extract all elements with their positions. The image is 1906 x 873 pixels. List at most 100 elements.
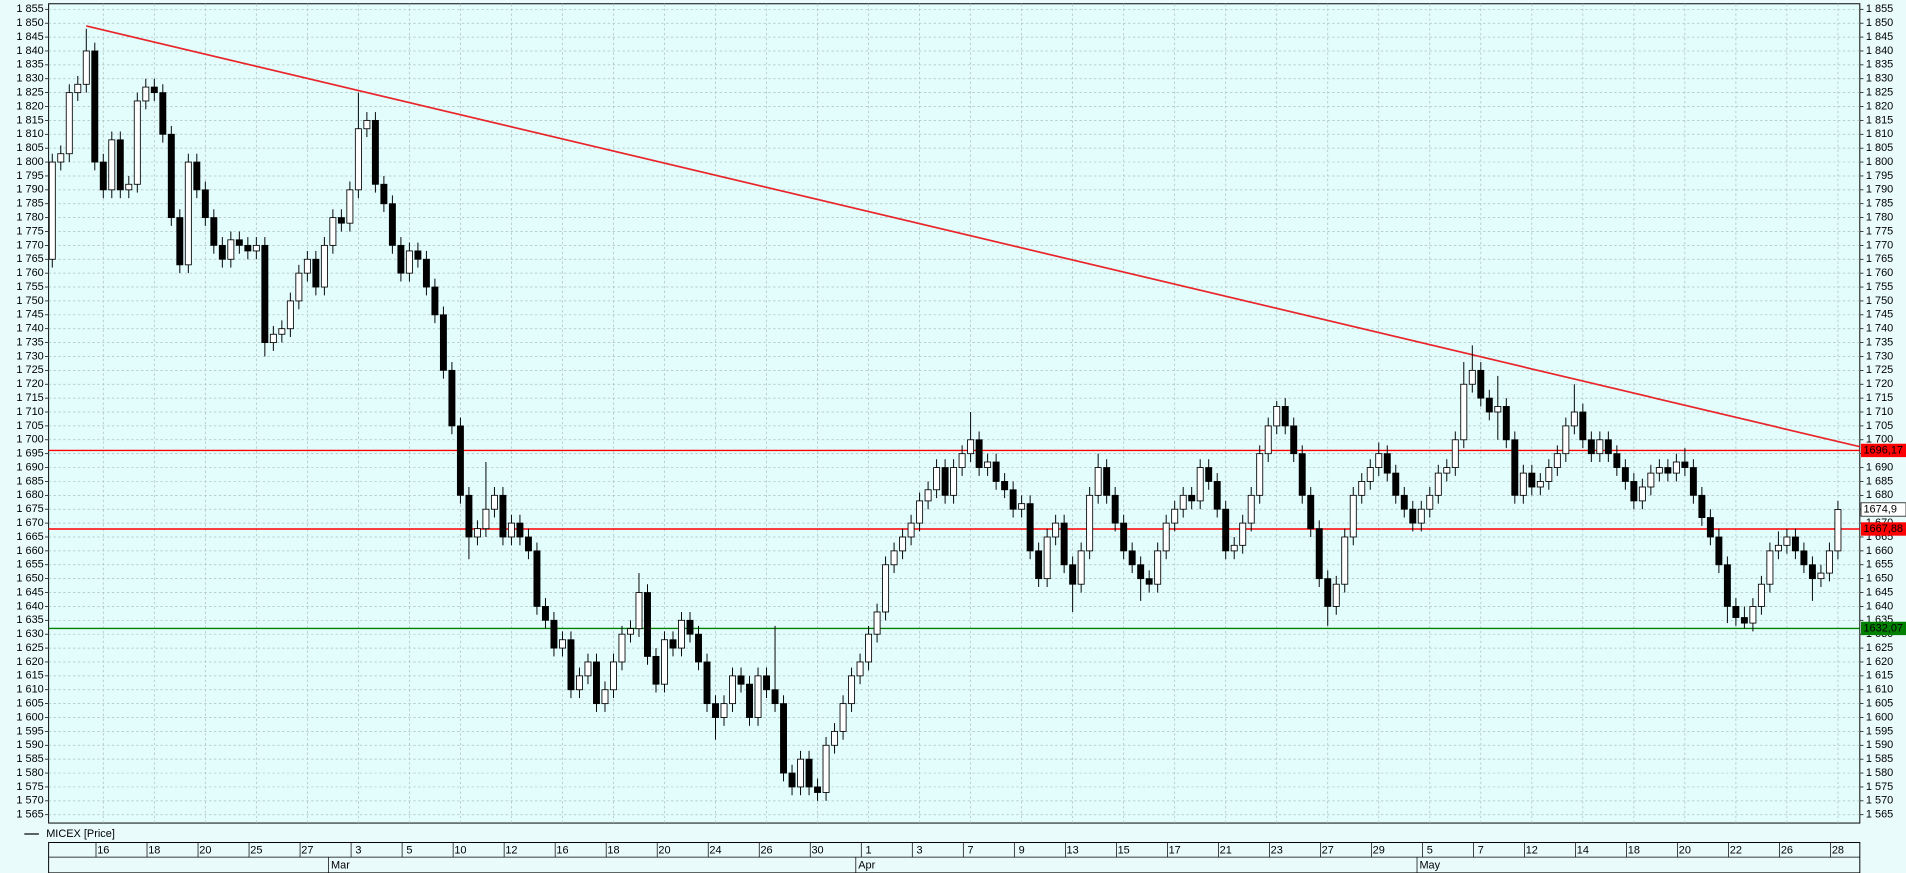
y-tick-label-right: 1 565: [1866, 809, 1893, 821]
candle-body: [712, 703, 719, 718]
candle-body: [941, 467, 949, 496]
candle-body: [244, 244, 252, 252]
candle-body: [1706, 517, 1714, 538]
y-tick-label-right: 1 785: [1866, 198, 1893, 210]
candle-body: [805, 758, 813, 788]
candle-body: [490, 494, 498, 510]
x-tick-label: 27: [1322, 844, 1334, 856]
x-tick-label: 23: [1271, 844, 1283, 856]
candle-body: [924, 489, 932, 502]
x-tick-label: 3: [355, 844, 361, 856]
y-tick-label-right: 1 720: [1866, 378, 1893, 390]
candle-body: [456, 425, 464, 496]
candle-body: [899, 536, 907, 552]
month-label: Apr: [858, 859, 875, 871]
candle-body: [482, 508, 490, 530]
y-tick-label: 1 720: [16, 378, 43, 390]
candle-body: [1757, 583, 1765, 607]
month-label: May: [1419, 859, 1440, 871]
candle-body: [584, 661, 592, 677]
candle-body: [797, 758, 805, 788]
level-label: 1667,88: [1863, 523, 1903, 535]
candle-body: [448, 369, 456, 427]
candle-body: [1417, 508, 1425, 524]
candle-body: [465, 494, 473, 538]
candle-body: [99, 161, 107, 191]
y-tick-label: 1 660: [16, 545, 43, 557]
candle-body: [1451, 439, 1459, 468]
x-tick-label: 13: [1067, 844, 1079, 856]
y-tick-label-right: 1 710: [1866, 406, 1893, 418]
x-tick-label: 20: [199, 844, 211, 856]
candle-body: [1145, 578, 1153, 585]
y-tick-label: 1 590: [16, 739, 43, 751]
candle-body: [1188, 494, 1196, 502]
y-tick-label-right: 1 685: [1866, 475, 1893, 487]
last-price-label: 1674,9: [1863, 503, 1896, 515]
candle-body: [1630, 481, 1638, 502]
y-tick-label: 1 575: [16, 781, 43, 793]
candle-body: [74, 83, 82, 94]
y-tick-label: 1 695: [16, 448, 43, 460]
candle-body: [1468, 369, 1476, 385]
y-tick-label: 1 835: [16, 59, 43, 71]
y-tick-label-right: 1 765: [1866, 253, 1893, 265]
candle-body: [1035, 550, 1043, 580]
y-tick-label: 1 570: [16, 795, 43, 807]
y-tick-label: 1 725: [16, 364, 43, 376]
y-tick-label-right: 1 770: [1866, 239, 1893, 251]
candle-body: [1494, 406, 1502, 413]
candle-body: [822, 744, 830, 793]
y-tick-label-right: 1 705: [1866, 420, 1893, 432]
candle-body: [1596, 439, 1604, 455]
candle-body: [507, 522, 515, 538]
candle-body: [907, 522, 915, 538]
candle-body: [1103, 467, 1111, 496]
candle-body: [1179, 494, 1187, 510]
candle-body: [1672, 461, 1680, 474]
candle-body: [1290, 425, 1298, 455]
x-tick-label: 29: [1373, 844, 1385, 856]
candle-body: [388, 203, 396, 246]
y-tick-label-right: 1 760: [1866, 267, 1893, 279]
y-tick-label: 1 580: [16, 767, 43, 779]
candle-body: [610, 661, 617, 691]
candle-body: [984, 461, 992, 468]
y-tick-label-right: 1 755: [1866, 281, 1893, 293]
candle-body: [1613, 453, 1621, 468]
x-tick-label: 12: [1526, 844, 1538, 856]
candle-body: [1060, 522, 1068, 566]
candle-body: [763, 675, 770, 691]
candle-body: [235, 239, 243, 246]
candle-body: [278, 328, 286, 335]
y-tick-label-right: 1 605: [1866, 698, 1893, 710]
y-tick-label: 1 690: [16, 461, 43, 473]
candle-body: [627, 628, 634, 635]
candle-body: [286, 300, 294, 330]
candle-body: [312, 258, 320, 288]
candle-body: [1043, 536, 1051, 580]
candle-body: [261, 244, 269, 344]
candle-body: [1434, 472, 1442, 496]
candle-body: [1307, 494, 1315, 530]
candle-body: [575, 675, 583, 691]
x-tick-label: 20: [658, 844, 670, 856]
candle-body: [601, 689, 609, 705]
candle-body: [516, 522, 524, 538]
candle-body: [703, 661, 711, 705]
candle-body: [1366, 467, 1374, 482]
x-tick-label: 28: [1832, 844, 1844, 856]
candle-body: [1154, 550, 1162, 585]
candle-body: [48, 161, 56, 260]
candle-body: [1681, 461, 1689, 468]
y-tick-label-right: 1 625: [1866, 642, 1893, 654]
trendline: [86, 25, 1861, 448]
y-tick-label: 1 830: [16, 73, 43, 85]
candle-body: [873, 611, 881, 635]
y-tick-label-right: 1 805: [1866, 142, 1893, 154]
candle-body: [1502, 406, 1510, 441]
candle-body: [295, 272, 303, 302]
x-tick-label: 9: [1019, 844, 1025, 856]
y-tick-label-right: 1 820: [1866, 100, 1893, 112]
candle-body: [422, 258, 430, 288]
